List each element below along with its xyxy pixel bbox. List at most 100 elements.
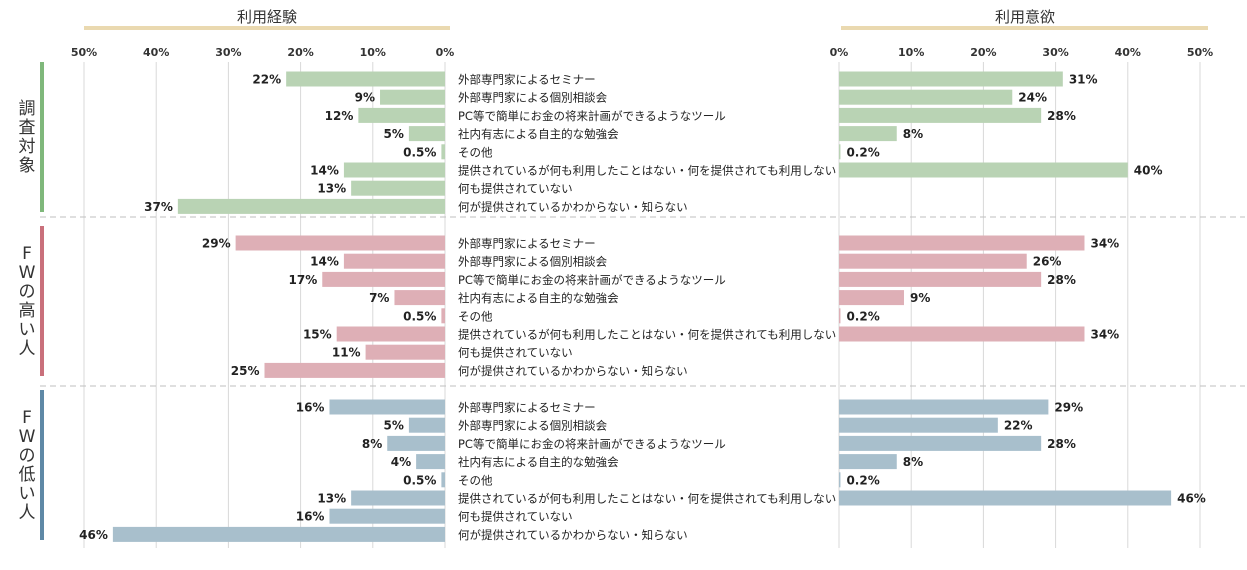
intention-value-label: 28% <box>1047 109 1076 123</box>
intention-bar <box>839 126 897 142</box>
experience-bar <box>264 362 445 378</box>
category-label: 外部専門家による個別相談会 <box>458 419 608 433</box>
experience-bar <box>329 399 445 415</box>
intention-value-label: 28% <box>1047 437 1076 451</box>
intention-bar <box>839 308 841 324</box>
category-label: 外部専門家による個別相談会 <box>458 91 608 105</box>
category-label: その他 <box>458 473 493 487</box>
category-label: 外部専門家による個別相談会 <box>458 255 608 269</box>
category-label: 外部専門家によるセミナー <box>458 401 596 415</box>
category-label: 社内有志による自主的な勉強会 <box>458 127 619 141</box>
left-tick-label: 40% <box>143 46 169 59</box>
experience-value-label: 0.5% <box>403 145 436 159</box>
intention-value-label: 28% <box>1047 273 1076 287</box>
experience-value-label: 11% <box>332 346 361 360</box>
experience-bar <box>322 271 445 287</box>
experience-value-label: 15% <box>303 328 332 342</box>
experience-bar <box>336 326 445 342</box>
intention-bar <box>839 326 1085 342</box>
left-panel-title: 利用経験 <box>237 8 297 26</box>
right-tick-label: 0% <box>830 46 849 59</box>
intention-bar <box>839 162 1128 178</box>
experience-bar <box>351 490 445 506</box>
experience-bar <box>408 126 445 142</box>
category-label: 何も提供されていない <box>458 182 573 196</box>
intention-bar <box>839 490 1172 506</box>
intention-bar <box>839 253 1027 269</box>
intention-bar <box>839 399 1049 415</box>
category-label: 社内有志による自主的な勉強会 <box>458 291 619 305</box>
bars-layer <box>40 62 1172 542</box>
category-label: 何も提供されていない <box>458 346 573 360</box>
right-tick-label: 10% <box>898 46 924 59</box>
experience-value-label: 5% <box>384 419 404 433</box>
experience-bar <box>380 89 445 105</box>
intention-value-label: 34% <box>1090 237 1119 251</box>
experience-bar <box>416 454 445 470</box>
experience-value-label: 9% <box>355 91 375 105</box>
labels-layer: 50% 40% 30% 20% 10% 0% 0% 10% 20% 30% 40% 50% 調査対象 22… <box>19 46 1214 542</box>
right-panel-title: 利用意欲 <box>995 8 1055 26</box>
experience-value-label: 17% <box>289 273 318 287</box>
intention-value-label: 0.2% <box>846 309 879 323</box>
intention-bar <box>839 71 1063 87</box>
intention-value-label: 34% <box>1090 328 1119 342</box>
intention-value-label: 31% <box>1069 73 1098 87</box>
experience-bar <box>358 107 445 123</box>
left-tick-label: 30% <box>215 46 241 59</box>
category-label: 何も提供されていない <box>458 510 573 524</box>
experience-value-label: 8% <box>362 437 382 451</box>
intention-bar <box>839 417 998 433</box>
category-label: 何が提供されているかわからない・知らない <box>458 364 688 378</box>
experience-bar <box>112 526 445 542</box>
intention-bar <box>839 454 897 470</box>
experience-value-label: 16% <box>296 510 325 524</box>
right-tick-label: 40% <box>1115 46 1141 59</box>
intention-value-label: 8% <box>903 127 923 141</box>
category-label: 外部専門家によるセミナー <box>458 73 596 87</box>
experience-bar <box>235 235 445 251</box>
category-label: PC等で簡単にお金の将来計画ができるようなツール <box>458 109 726 123</box>
experience-bar <box>441 144 445 160</box>
category-label: その他 <box>458 309 493 323</box>
intention-value-label: 46% <box>1177 492 1206 506</box>
experience-value-label: 12% <box>325 109 354 123</box>
experience-value-label: 25% <box>231 364 260 378</box>
category-label: PC等で簡単にお金の将来計画ができるようなツール <box>458 437 726 451</box>
group-accent-bar <box>40 226 44 376</box>
intention-value-label: 8% <box>903 455 923 469</box>
experience-value-label: 29% <box>202 237 231 251</box>
grid-layer <box>40 26 1245 548</box>
category-label: 外部専門家によるセミナー <box>458 237 596 251</box>
intention-value-label: 22% <box>1004 419 1033 433</box>
intention-bar <box>839 290 904 306</box>
experience-value-label: 14% <box>310 164 339 178</box>
intention-bar <box>839 235 1085 251</box>
experience-value-label: 0.5% <box>403 309 436 323</box>
group-label: F W の低い人 <box>19 408 36 523</box>
intention-bar <box>839 435 1042 451</box>
experience-value-label: 13% <box>317 492 346 506</box>
group-accent-bar <box>40 390 44 540</box>
intention-value-label: 0.2% <box>846 473 879 487</box>
intention-value-label: 24% <box>1018 91 1047 105</box>
category-label: 提供されているが何も利用したことはない・何を提供されても利用しない <box>458 164 836 178</box>
left-tick-label: 0% <box>436 46 455 59</box>
intention-value-label: 0.2% <box>846 145 879 159</box>
intention-bar <box>839 271 1042 287</box>
experience-bar <box>177 198 446 214</box>
experience-bar <box>329 508 445 524</box>
right-tick-label: 30% <box>1042 46 1068 59</box>
intention-bar <box>839 89 1013 105</box>
experience-bar <box>343 162 445 178</box>
experience-bar <box>394 290 445 306</box>
intention-value-label: 29% <box>1054 401 1083 415</box>
category-label: 社内有志による自主的な勉強会 <box>458 455 619 469</box>
experience-bar <box>441 472 445 488</box>
category-label: 提供されているが何も利用したことはない・何を提供されても利用しない <box>458 492 836 506</box>
experience-value-label: 5% <box>384 127 404 141</box>
experience-bar <box>365 344 445 360</box>
experience-bar <box>408 417 445 433</box>
left-tick-label: 20% <box>287 46 313 59</box>
